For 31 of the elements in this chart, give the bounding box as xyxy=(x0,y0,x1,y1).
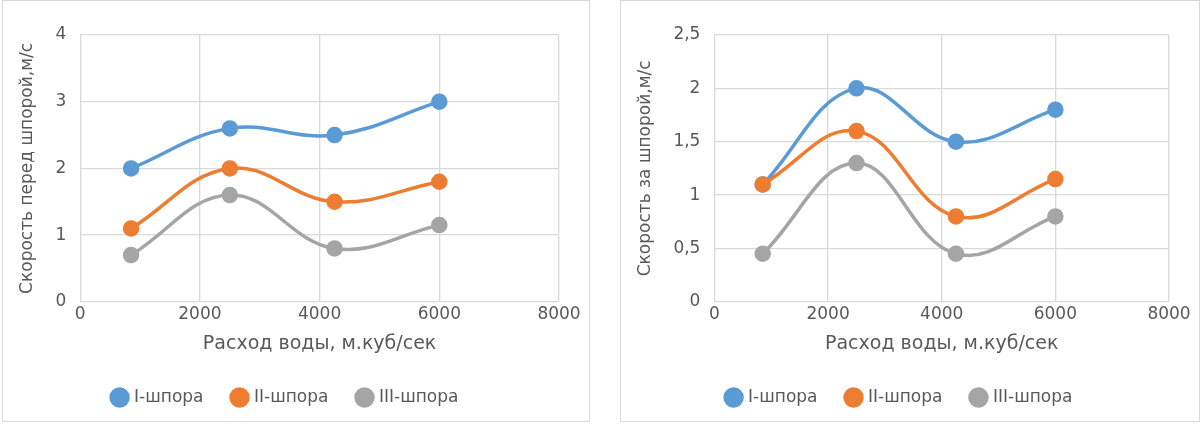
y-tick-label: 3 xyxy=(55,90,67,111)
x-axis-title: Расход воды, м.куб/сек xyxy=(824,330,1059,353)
x-tick-label: 4000 xyxy=(920,303,964,324)
x-tick-label: 2000 xyxy=(806,303,850,324)
y-axis-title: Скорость за шпорой,м/с xyxy=(633,60,654,277)
y-tick-label: 0,5 xyxy=(673,236,701,257)
y-tick-label: 2,5 xyxy=(673,23,701,44)
x-tick-label: 8000 xyxy=(1147,303,1191,324)
y-tick-label: 0 xyxy=(55,290,67,311)
x-tick-label: 6000 xyxy=(1033,303,1077,324)
legend-label: II-шпора xyxy=(868,385,943,406)
x-tick-label: 4000 xyxy=(297,303,342,324)
x-tick-label: 2000 xyxy=(178,303,222,324)
x-tick-label: 8000 xyxy=(537,303,581,324)
y-tick-label: 2 xyxy=(55,156,67,177)
x-axis-title: Расход воды, м.куб/сек xyxy=(202,330,437,353)
legend-label: II-шпора xyxy=(254,385,329,406)
x-tick-label: 0 xyxy=(709,303,720,324)
legend-label: III-шпора xyxy=(992,385,1073,406)
legend-label: I-шпора xyxy=(134,385,204,406)
y-tick-label: 4 xyxy=(55,23,67,44)
x-tick-label: 6000 xyxy=(417,303,461,324)
y-tick-label: 1 xyxy=(689,183,701,204)
legend-label: I-шпора xyxy=(748,385,818,406)
y-tick-label: 1 xyxy=(55,223,67,244)
y-tick-label: 0 xyxy=(689,290,701,311)
y-axis-title: Скорость перед шпорой,м/с xyxy=(15,42,36,294)
y-tick-label: 2 xyxy=(689,76,701,97)
y-tick-label: 1,5 xyxy=(673,130,701,151)
x-tick-label: 0 xyxy=(74,303,86,324)
legend-label: III-шпора xyxy=(378,385,459,406)
